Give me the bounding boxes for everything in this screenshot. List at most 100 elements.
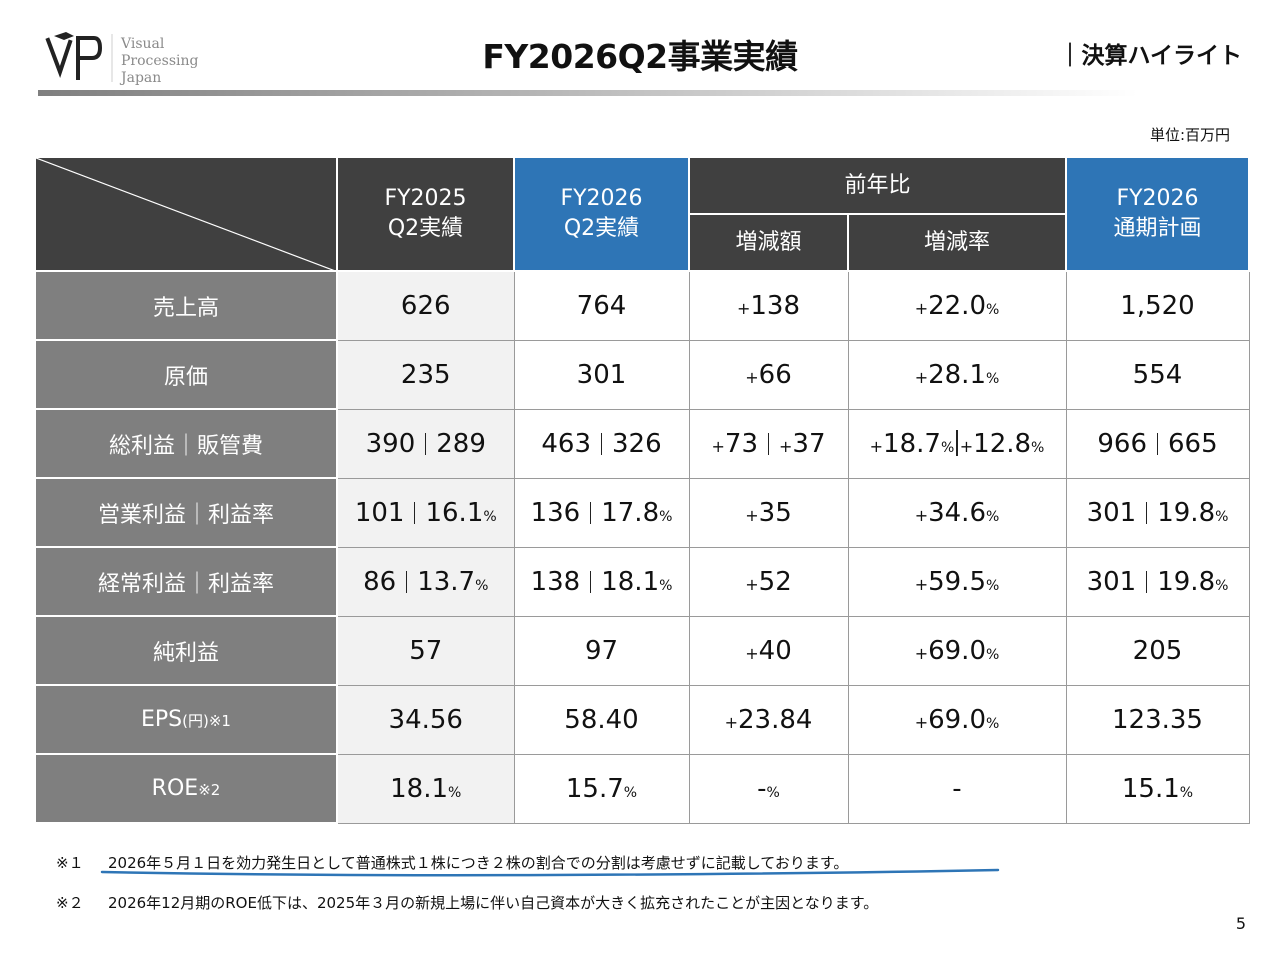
yoy-amount-value: +66	[688, 339, 849, 410]
number: 69.0	[928, 635, 986, 666]
number: 28.1	[928, 359, 986, 390]
plus-sign: +	[745, 574, 759, 594]
fy2025-value: 57	[336, 615, 515, 686]
col-header-yoy: 前年比	[688, 156, 1067, 215]
row-label: 総利益｜販管費	[108, 433, 263, 459]
number: 138	[750, 290, 801, 321]
value-separator	[601, 432, 602, 455]
yoy-rate-value: +69.0%	[847, 615, 1067, 686]
number: 35	[758, 497, 792, 528]
plus-sign: +	[724, 712, 738, 732]
number: 59.5	[928, 566, 986, 597]
plan-value: 123.35	[1065, 684, 1250, 755]
plus-sign: +	[711, 436, 725, 456]
percent-unit: %	[448, 784, 462, 801]
value-separator	[414, 501, 416, 524]
plus-sign: +	[914, 367, 929, 387]
number: 289	[436, 428, 486, 459]
fy2026-value: 301	[513, 339, 690, 410]
percent-unit: %	[985, 508, 1000, 525]
percent-unit: %	[1215, 508, 1229, 525]
percent-unit: %	[1215, 577, 1229, 594]
fy2025-value: 390 289	[336, 408, 515, 479]
yoy-amount-value: +138	[688, 270, 849, 341]
row-header: 総利益｜販管費	[34, 408, 338, 479]
plan-value: 554	[1065, 339, 1250, 410]
row-label: EPS	[141, 707, 183, 732]
value-separator	[1146, 501, 1148, 524]
yoy-rate-value: +18.7% +12.8%	[847, 408, 1067, 479]
fy2025-value: 235	[336, 339, 515, 410]
number: 301	[576, 359, 627, 390]
row-label: 営業利益｜利益率	[97, 502, 274, 528]
row-label: 売上高	[152, 295, 219, 321]
plus-sign: +	[959, 436, 974, 456]
percent-unit: %	[985, 301, 1000, 318]
logo-line: Visual	[121, 36, 165, 52]
table-row: EPS(円)※1 34.56 58.40 +23.84 +69.0% 123.35	[34, 684, 1250, 755]
number: 52	[758, 566, 792, 597]
fy2026-value: 97	[513, 615, 690, 686]
logo-line: Processing	[121, 53, 199, 69]
number: -	[757, 773, 767, 804]
percent-unit: %	[985, 370, 1000, 387]
page-number: 5	[1235, 914, 1246, 933]
header-divider	[38, 90, 1138, 96]
plan-value: 205	[1065, 615, 1250, 686]
plus-sign: +	[914, 574, 929, 594]
plus-sign: +	[745, 367, 759, 387]
number: 138	[530, 566, 581, 597]
plan-value: 301 19.8%	[1065, 546, 1250, 617]
row-label-sub: (円)※1	[182, 712, 231, 730]
percent-unit: %	[940, 439, 955, 456]
table-row: 経常利益｜利益率 86 13.7% 138 18.1% +52 +59.5% 301 19.8%	[34, 546, 1250, 617]
value-separator	[590, 570, 592, 593]
number: 57	[409, 635, 443, 666]
value-separator	[1146, 570, 1148, 593]
percent-unit: %	[985, 646, 1000, 663]
number: 301	[1086, 566, 1137, 597]
row-header: 経常利益｜利益率	[34, 546, 338, 617]
number: 23.84	[737, 704, 813, 735]
row-header: 売上高	[34, 270, 338, 341]
plan-value: 966 665	[1065, 408, 1250, 479]
row-label: 経常利益｜利益率	[97, 571, 274, 597]
page-title: FY2026Q2事業実績	[482, 37, 798, 76]
number: 18.1	[390, 773, 449, 804]
number: 205	[1132, 635, 1183, 666]
number: 463	[541, 428, 591, 459]
unit-label: 単位:百万円	[1149, 126, 1230, 144]
annotation-underline	[100, 868, 1000, 877]
plan-value: 15.1%	[1065, 753, 1250, 824]
col-header-yoy-rate: 増減率	[847, 213, 1067, 272]
number: 19.8	[1157, 497, 1216, 528]
percent-unit: %	[985, 715, 1000, 732]
value-separator	[425, 432, 427, 455]
plus-sign: +	[914, 643, 929, 663]
percent-unit: %	[483, 508, 497, 525]
value-separator	[406, 570, 408, 593]
yoy-amount-value: +40	[688, 615, 849, 686]
percent-unit: %	[623, 784, 638, 801]
plus-sign: +	[914, 712, 929, 732]
row-label: 純利益	[152, 640, 219, 666]
number: 101	[354, 497, 405, 528]
plus-sign: +	[914, 298, 929, 318]
yoy-amount-value: +23.84	[688, 684, 849, 755]
number: 40	[758, 635, 792, 666]
number: 1,520	[1120, 290, 1195, 321]
plan-value: 301 19.8%	[1065, 477, 1250, 548]
yoy-rate-value: +28.1%	[847, 339, 1067, 410]
table-row: 売上高 626 764 +138 +22.0% 1,520	[34, 270, 1250, 341]
number: 554	[1132, 359, 1183, 390]
table-row: ROE※2 18.1% 15.7% -% -15.1%	[34, 753, 1250, 824]
fy2025-value: 626	[336, 270, 515, 341]
number: -	[952, 773, 962, 804]
percent-unit: %	[659, 577, 673, 594]
table-row: 純利益 57 97 +40 +69.0% 205	[34, 615, 1250, 686]
table-row: 総利益｜販管費 390 289 463 326 +73 +37 +18.7% +12.8% 966…	[34, 408, 1250, 479]
number: 19.8	[1157, 566, 1216, 597]
fy2025-value: 86 13.7%	[336, 546, 515, 617]
plus-sign: +	[745, 505, 759, 525]
diagonal-line	[36, 158, 338, 272]
